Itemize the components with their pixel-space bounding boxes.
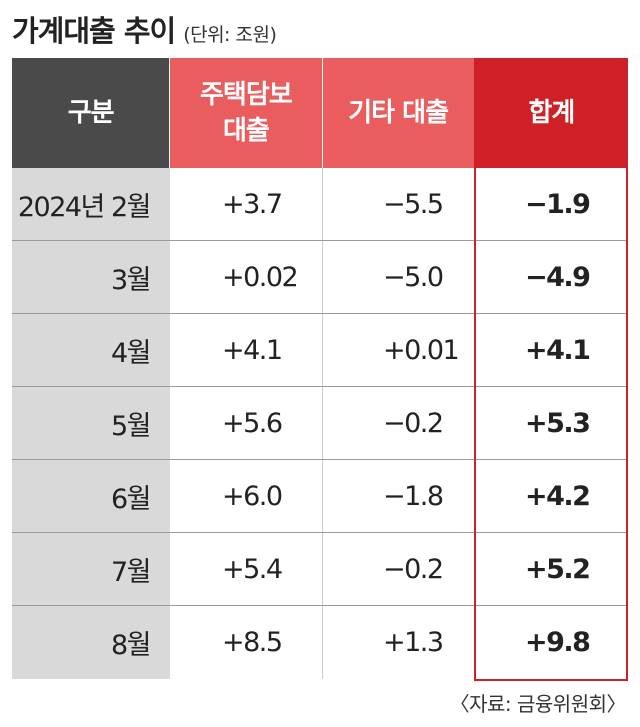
table-row: 4월 +4.1 +0.01 +4.1	[12, 314, 628, 387]
other-value: −5.0	[322, 241, 474, 313]
table-row: 5월 +5.6 −0.2 +5.3	[12, 387, 628, 460]
header-total: 합계	[473, 58, 629, 168]
total-value: +4.2	[474, 460, 628, 532]
table-row: 2024년 2월 +3.7 −5.5 −1.9	[12, 168, 628, 241]
row-label: 3월	[12, 241, 170, 313]
header-row: 구분 주택담보 대출 기타 대출 합계	[12, 58, 629, 168]
mortgage-value: +5.6	[222, 407, 283, 439]
mortgage-value: +6.0	[222, 480, 283, 512]
mortgage-value: +8.5	[222, 627, 283, 658]
other-value: −0.2	[322, 533, 474, 605]
row-label: 5월	[12, 387, 170, 459]
other-value: −5.5	[322, 168, 474, 240]
table-row: 8월 +8.5 +1.3 +9.8	[12, 606, 628, 679]
total-value: −4.9	[474, 241, 628, 313]
other-value: −0.2	[322, 387, 474, 459]
table-row: 6월 +6.0 −1.8 +4.2	[12, 460, 628, 533]
table-title: 가계대출 추이	[12, 14, 176, 48]
row-label: 7월	[12, 533, 170, 605]
mortgage-value: +3.7	[222, 188, 283, 220]
row-label: 4월	[12, 314, 170, 386]
table-row: 3월 +0.02 −5.0 −4.9	[12, 241, 628, 314]
row-label: 6월	[12, 460, 170, 532]
table-body: 2024년 2월 +3.7 −5.5 −1.9 3월 +0.02 −5.0 −4.9 4월 +4.…	[12, 168, 628, 679]
other-value: +0.01	[322, 314, 474, 386]
header-mortgage: 주택담보 대출	[169, 58, 322, 168]
total-value: +9.8	[474, 606, 628, 679]
total-value: +4.1	[474, 314, 628, 386]
mortgage-value: +0.02	[222, 261, 299, 293]
unit-label: (단위: 조원)	[183, 24, 277, 46]
total-value: −1.9	[474, 168, 628, 240]
header-other: 기타 대출	[321, 58, 474, 168]
row-label: 2024년 2월	[12, 168, 170, 240]
row-label: 8월	[12, 606, 170, 679]
total-value: +5.2	[474, 533, 628, 605]
source-note: 〈자료: 금융위원회〉	[449, 692, 627, 716]
mortgage-value: +5.4	[222, 553, 283, 585]
loan-table: 구분 주택담보 대출 기타 대출 합계 2024년 2월 +3.7 −5.5 −1.9…	[12, 58, 629, 679]
header-category: 구분	[12, 58, 170, 168]
other-value: −1.8	[322, 460, 474, 532]
title-row: 가계대출 추이 (단위: 조원)	[12, 8, 277, 48]
mortgage-value: +4.1	[222, 334, 283, 366]
table-row: 7월 +5.4 −0.2 +5.2	[12, 533, 628, 606]
other-value: +1.3	[322, 606, 474, 679]
header-mortgage-line2: 대출	[222, 116, 270, 146]
header-mortgage-line1: 주택담보	[200, 80, 293, 110]
total-value: +5.3	[474, 387, 628, 459]
